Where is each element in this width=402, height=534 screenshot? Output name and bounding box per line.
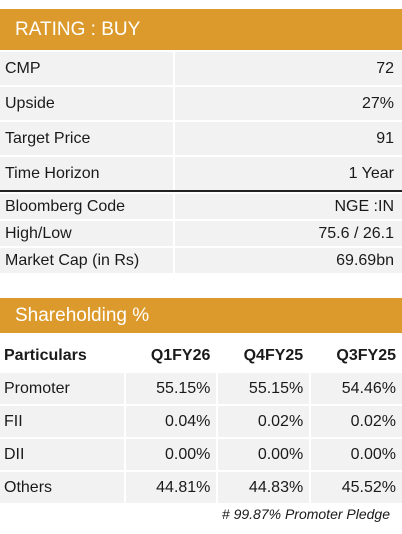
rating-row-target-price: Target Price 91 bbox=[0, 122, 402, 155]
row-value: 1 Year bbox=[175, 157, 402, 190]
table-cell: 44.83% bbox=[216, 472, 310, 503]
table-cell: 0.00% bbox=[309, 439, 402, 470]
row-label: Upside bbox=[0, 87, 173, 120]
row-value: 91 bbox=[175, 122, 402, 155]
table-cell: Promoter bbox=[0, 373, 124, 404]
rating-row-cmp: CMP 72 bbox=[0, 52, 402, 85]
row-label: High/Low bbox=[0, 221, 173, 246]
row-value: 75.6 / 26.1 bbox=[175, 221, 402, 246]
row-label: CMP bbox=[0, 52, 173, 85]
column-header: Q4FY25 bbox=[216, 340, 310, 371]
table-cell: 0.04% bbox=[123, 406, 217, 437]
row-value: 27% bbox=[175, 87, 402, 120]
table-cell: 0.00% bbox=[123, 439, 217, 470]
section-divider bbox=[0, 190, 402, 192]
rating-header: RATING : BUY bbox=[0, 9, 402, 50]
table-cell: DII bbox=[0, 439, 124, 470]
table-row: DII 0.00% 0.00% 0.00% bbox=[0, 439, 402, 470]
table-cell: 45.52% bbox=[309, 472, 402, 503]
info-row-high-low: High/Low 75.6 / 26.1 bbox=[0, 221, 402, 246]
shareholding-table: Particulars Q1FY26 Q4FY25 Q3FY25 Promote… bbox=[0, 338, 402, 505]
rating-row-time-horizon: Time Horizon 1 Year bbox=[0, 157, 402, 190]
table-cell: 55.15% bbox=[216, 373, 310, 404]
table-cell: 0.02% bbox=[216, 406, 310, 437]
pledge-footnote: # 99.87% Promoter Pledge bbox=[221, 506, 390, 522]
table-cell: FII bbox=[0, 406, 124, 437]
table-cell: 54.46% bbox=[309, 373, 402, 404]
shareholding-header: Shareholding % bbox=[0, 298, 402, 333]
table-cell: 55.15% bbox=[123, 373, 217, 404]
row-value: NGE :IN bbox=[175, 194, 402, 219]
table-row: Promoter 55.15% 55.15% 54.46% bbox=[0, 373, 402, 404]
table-header-row: Particulars Q1FY26 Q4FY25 Q3FY25 bbox=[0, 340, 402, 371]
info-row-bloomberg: Bloomberg Code NGE :IN bbox=[0, 194, 402, 219]
table-row: FII 0.04% 0.02% 0.02% bbox=[0, 406, 402, 437]
column-header: Q3FY25 bbox=[309, 340, 402, 371]
row-label: Bloomberg Code bbox=[0, 194, 173, 219]
rating-row-upside: Upside 27% bbox=[0, 87, 402, 120]
row-label: Market Cap (in Rs) bbox=[0, 248, 173, 273]
column-header: Q1FY26 bbox=[123, 340, 217, 371]
row-value: 72 bbox=[175, 52, 402, 85]
table-cell: 0.02% bbox=[309, 406, 402, 437]
table-cell: Others bbox=[0, 472, 124, 503]
table-cell: 44.81% bbox=[123, 472, 217, 503]
row-label: Time Horizon bbox=[0, 157, 173, 190]
row-value: 69.69bn bbox=[175, 248, 402, 273]
info-row-market-cap: Market Cap (in Rs) 69.69bn bbox=[0, 248, 402, 273]
table-row: Others 44.81% 44.83% 45.52% bbox=[0, 472, 402, 503]
table-cell: 0.00% bbox=[216, 439, 310, 470]
row-label: Target Price bbox=[0, 122, 173, 155]
column-header: Particulars bbox=[0, 340, 124, 371]
